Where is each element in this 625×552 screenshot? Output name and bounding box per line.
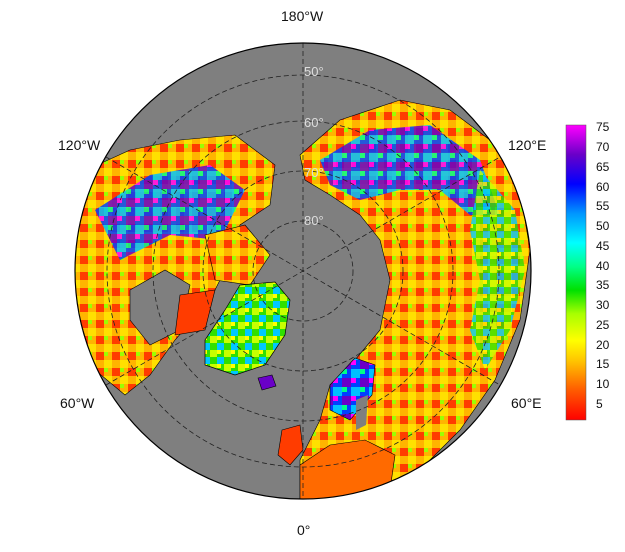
colorbar-tick: 10 <box>596 377 610 391</box>
graticule <box>105 43 501 499</box>
lon-label-0: 0° <box>297 522 311 538</box>
lon-label-60e: 60°E <box>511 395 542 411</box>
lon-label-120w: 120°W <box>58 137 101 153</box>
colorbar-tick: 20 <box>596 338 610 352</box>
colorbar-tick: 25 <box>596 318 610 332</box>
colorbar-tick: 75 <box>596 120 610 134</box>
colorbar-tick: 55 <box>596 199 610 213</box>
map-boundary <box>74 42 532 500</box>
colorbar-tick: 65 <box>596 160 610 174</box>
lat-label-50: 50° <box>304 64 324 79</box>
lat-label-80: 80° <box>304 213 324 228</box>
colorbar-tick: 60 <box>596 180 610 194</box>
lon-label-60w: 60°W <box>60 395 95 411</box>
colorbar-tick: 50 <box>596 219 610 233</box>
colorbar-tick: 70 <box>596 140 610 154</box>
iceland <box>257 374 277 391</box>
baltic-sea <box>356 395 368 430</box>
lon-label-180w: 180°W <box>281 8 324 24</box>
colorbar-tick: 30 <box>596 298 610 312</box>
colorbar-tick: 15 <box>596 357 610 371</box>
colorbar-tick: 45 <box>596 239 610 253</box>
eastern-canada <box>174 289 216 336</box>
colorbar-tick: 40 <box>596 259 610 273</box>
lat-label-60: 60° <box>304 115 324 130</box>
british-isles <box>277 424 304 466</box>
eurasia-green-belt <box>470 170 525 370</box>
greenland <box>204 281 291 376</box>
scandinavia <box>329 357 376 421</box>
colorbar <box>565 124 587 421</box>
lon-label-120e: 120°E <box>508 137 547 153</box>
colorbar-tick: 35 <box>596 278 610 292</box>
colorbar-tick: 5 <box>596 397 603 411</box>
lat-label-70: 70° <box>304 165 324 180</box>
western-europe <box>299 439 396 499</box>
canadian-archipelago <box>204 224 271 286</box>
